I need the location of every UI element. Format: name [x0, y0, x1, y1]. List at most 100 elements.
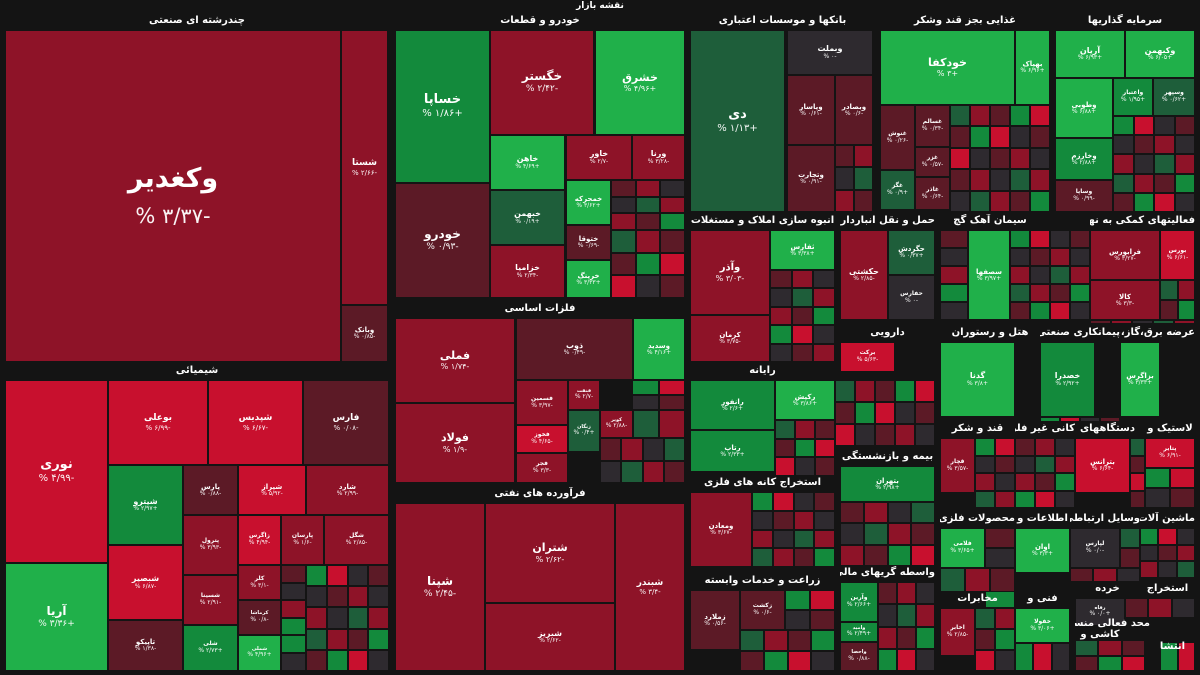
minor-stock-tile[interactable]	[916, 604, 935, 627]
minor-stock-tile[interactable]	[1098, 640, 1122, 656]
stock-tile[interactable]: غنوش -۰/۲۶ %	[880, 105, 915, 170]
minor-stock-tile[interactable]	[1070, 248, 1090, 266]
minor-stock-tile[interactable]	[1015, 473, 1035, 491]
minor-stock-tile[interactable]	[611, 196, 636, 214]
minor-stock-tile[interactable]	[1125, 598, 1149, 618]
minor-stock-tile[interactable]	[1055, 473, 1075, 491]
minor-stock-tile[interactable]	[1090, 320, 1111, 324]
stock-tile[interactable]: اخابر -۲/۸۵ %	[940, 608, 975, 656]
minor-stock-tile[interactable]	[835, 145, 854, 168]
minor-stock-tile[interactable]	[815, 438, 835, 458]
stock-tile[interactable]: غزر -۰/۵۷ %	[915, 147, 950, 177]
minor-stock-tile[interactable]	[990, 105, 1010, 127]
minor-stock-tile[interactable]	[895, 424, 915, 446]
minor-stock-tile[interactable]	[1030, 248, 1050, 266]
minor-stock-tile[interactable]	[306, 628, 327, 650]
stock-tile[interactable]: کلر -۳/۱ %	[238, 565, 281, 600]
stock-tile[interactable]: وسپهر +۰/۶۲ %	[1153, 78, 1195, 116]
minor-stock-tile[interactable]	[1080, 417, 1100, 422]
minor-stock-tile[interactable]	[835, 402, 855, 424]
minor-stock-tile[interactable]	[855, 424, 875, 446]
minor-stock-tile[interactable]	[660, 275, 685, 298]
minor-stock-tile[interactable]	[660, 196, 685, 214]
stock-tile[interactable]: ثفارس +۳/۳۸ %	[770, 230, 835, 270]
minor-stock-tile[interactable]	[840, 523, 864, 545]
minor-stock-tile[interactable]	[813, 325, 835, 344]
stock-tile[interactable]: شیترو +۲/۹۷ %	[108, 465, 183, 545]
minor-stock-tile[interactable]	[950, 169, 970, 191]
minor-stock-tile[interactable]	[995, 629, 1015, 650]
minor-stock-tile[interactable]	[793, 510, 815, 530]
stock-tile[interactable]: ورنا -۳/۲۸ %	[632, 135, 685, 180]
minor-stock-tile[interactable]	[1030, 190, 1050, 212]
minor-stock-tile[interactable]	[916, 648, 935, 671]
minor-stock-tile[interactable]	[875, 380, 895, 402]
stock-tile[interactable]: گدنا +۳/۸ %	[940, 342, 1015, 417]
minor-stock-tile[interactable]	[1133, 192, 1154, 212]
minor-stock-tile[interactable]	[1176, 528, 1195, 545]
stock-tile[interactable]: پارسان -۱/۶ %	[281, 515, 324, 565]
minor-stock-tile[interactable]	[1130, 438, 1145, 456]
minor-stock-tile[interactable]	[1148, 598, 1172, 618]
minor-stock-tile[interactable]	[1154, 154, 1175, 174]
stock-tile[interactable]: وخارزم +۲/۸۸ %	[1055, 138, 1113, 180]
minor-stock-tile[interactable]	[660, 252, 685, 276]
minor-stock-tile[interactable]	[770, 343, 792, 362]
minor-stock-tile[interactable]	[1113, 192, 1134, 212]
minor-stock-tile[interactable]	[1170, 488, 1195, 508]
minor-stock-tile[interactable]	[660, 180, 685, 197]
stock-tile[interactable]: فرابورس -۳/۲۷ %	[1090, 230, 1160, 280]
minor-stock-tile[interactable]	[975, 490, 995, 508]
minor-stock-tile[interactable]	[306, 607, 327, 629]
stock-tile[interactable]: کالا -۳/۳ %	[1090, 280, 1160, 320]
minor-stock-tile[interactable]	[1174, 135, 1195, 155]
stock-tile[interactable]: فملی -۱/۷۴ %	[395, 318, 515, 403]
minor-stock-tile[interactable]	[1116, 568, 1140, 582]
minor-stock-tile[interactable]	[810, 610, 835, 630]
stock-tile[interactable]: خودکفا +۳ %	[880, 30, 1015, 105]
minor-stock-tile[interactable]	[770, 270, 792, 289]
stock-tile[interactable]: خزامیا -۲/۳۴ %	[490, 245, 565, 298]
minor-stock-tile[interactable]	[887, 544, 912, 566]
minor-stock-tile[interactable]	[326, 628, 348, 650]
stock-tile[interactable]: وبانک -۰/۸۵ %	[341, 305, 388, 362]
minor-stock-tile[interactable]	[1010, 248, 1030, 266]
stock-tile[interactable]: فارس -۰/۰۸ %	[303, 380, 389, 465]
minor-stock-tile[interactable]	[975, 608, 995, 629]
stock-tile[interactable]: شگل -۲/۸۵ %	[324, 515, 389, 565]
minor-stock-tile[interactable]	[281, 600, 306, 618]
minor-stock-tile[interactable]	[1176, 544, 1195, 562]
stock-tile[interactable]: رفاه +۰/۰ %	[1075, 598, 1125, 626]
minor-stock-tile[interactable]	[911, 523, 935, 545]
minor-stock-tile[interactable]	[740, 650, 764, 671]
minor-stock-tile[interactable]	[793, 492, 815, 511]
minor-stock-tile[interactable]	[791, 343, 814, 362]
minor-stock-tile[interactable]	[1133, 116, 1154, 136]
minor-stock-tile[interactable]	[1010, 169, 1030, 191]
minor-stock-tile[interactable]	[1133, 154, 1154, 174]
minor-stock-tile[interactable]	[1130, 473, 1145, 491]
minor-stock-tile[interactable]	[1010, 147, 1030, 170]
stock-tile[interactable]: رکیش +۳/۸۶ %	[775, 380, 835, 420]
minor-stock-tile[interactable]	[1174, 154, 1195, 174]
minor-stock-tile[interactable]	[770, 288, 792, 307]
minor-stock-tile[interactable]	[1050, 284, 1070, 302]
minor-stock-tile[interactable]	[995, 608, 1015, 629]
minor-stock-tile[interactable]	[1113, 116, 1134, 136]
minor-stock-tile[interactable]	[1111, 320, 1132, 324]
minor-stock-tile[interactable]	[787, 630, 812, 651]
minor-stock-tile[interactable]	[787, 650, 812, 671]
stock-tile[interactable]: شتران -۲/۶۲ %	[485, 503, 615, 603]
minor-stock-tile[interactable]	[995, 473, 1015, 491]
minor-stock-tile[interactable]	[1030, 230, 1050, 248]
minor-stock-tile[interactable]	[281, 653, 306, 671]
minor-stock-tile[interactable]	[811, 630, 835, 651]
minor-stock-tile[interactable]	[1010, 190, 1030, 212]
minor-stock-tile[interactable]	[752, 529, 773, 549]
minor-stock-tile[interactable]	[785, 590, 810, 610]
stock-tile[interactable]: وطوبی +۶/۸۸ %	[1055, 78, 1113, 138]
minor-stock-tile[interactable]	[1120, 528, 1140, 548]
minor-stock-tile[interactable]	[1158, 561, 1177, 578]
minor-stock-tile[interactable]	[281, 565, 306, 583]
minor-stock-tile[interactable]	[791, 325, 814, 344]
